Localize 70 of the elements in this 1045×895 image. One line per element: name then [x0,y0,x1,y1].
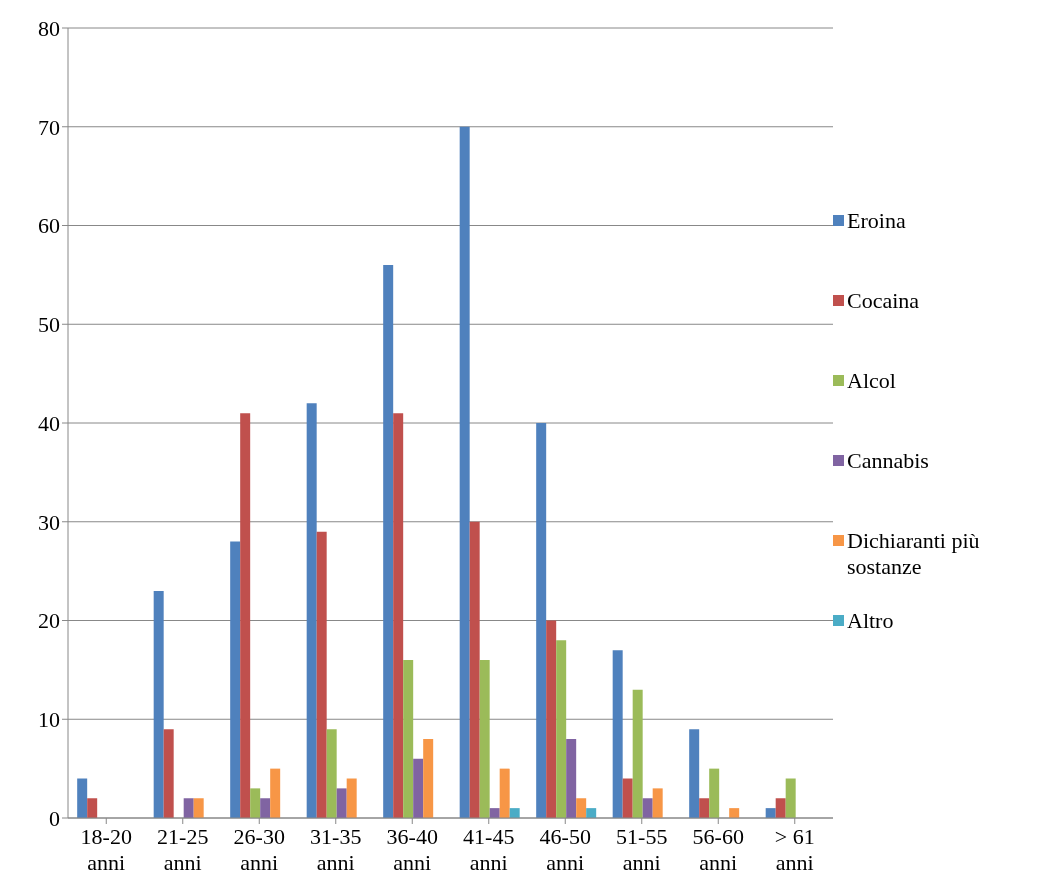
bar [383,265,394,818]
bar [566,739,577,818]
bar [652,788,663,818]
bar [699,798,710,818]
bar [316,531,327,818]
x-tick-label: 46-50 anni [539,824,591,875]
bar [586,808,597,818]
bar [612,650,623,818]
bar [499,768,510,818]
y-tick-label: 20 [38,608,60,634]
y-tick-label: 80 [38,15,60,41]
x-tick-label: 26-30 anni [233,824,285,875]
bar [423,739,434,818]
bar [785,778,796,818]
bar [336,788,347,818]
bar [183,798,194,818]
legend-label: Cocaina [847,288,920,314]
legend-label: Altro [847,608,894,634]
x-tick-label: 56-60 anni [692,824,744,875]
legend-label: Cannabis [847,448,929,474]
x-tick-label: 41-45 anni [463,824,515,875]
bar [87,798,98,818]
bar [536,423,547,818]
bar [689,729,700,818]
y-tick-label: 70 [38,114,60,140]
bar [393,413,404,818]
bar [546,620,557,818]
bar [479,660,490,818]
bar [403,660,414,818]
bar [632,689,643,818]
bar [729,808,740,818]
bar [346,778,357,818]
x-tick-label: 36-40 anni [386,824,438,875]
bar [642,798,653,818]
bar [326,729,337,818]
y-tick-label: 0 [49,805,60,831]
y-tick-label: 30 [38,509,60,535]
bar [709,768,720,818]
bar [153,590,164,818]
y-tick-label: 60 [38,213,60,239]
bar [77,778,88,818]
y-tick-label: 50 [38,312,60,338]
bar [469,521,480,818]
legend-label: Alcol [847,368,896,394]
bar [489,808,500,818]
x-tick-label: 51-55 anni [616,824,668,875]
bar [622,778,633,818]
bar [250,788,261,818]
bar [765,808,776,818]
y-tick-label: 10 [38,707,60,733]
y-tick-label: 40 [38,410,60,436]
bar [260,798,271,818]
bar [230,541,241,818]
x-tick-label: 21-25 anni [157,824,209,875]
bar [509,808,520,818]
bar [556,640,567,818]
bar [240,413,251,818]
bar [193,798,204,818]
bar [576,798,587,818]
bar [413,758,424,818]
x-tick-label: 18-20 anni [80,824,132,875]
legend-label: Dichiaranti più sostanze [847,528,981,580]
x-tick-label: > 61 anni [774,824,815,875]
bar [306,403,317,818]
x-tick-label: 31-35 anni [310,824,362,875]
legend-label: Eroina [847,208,906,234]
bar [270,768,281,818]
bar [163,729,174,818]
bar [775,798,786,818]
bar [459,126,470,818]
